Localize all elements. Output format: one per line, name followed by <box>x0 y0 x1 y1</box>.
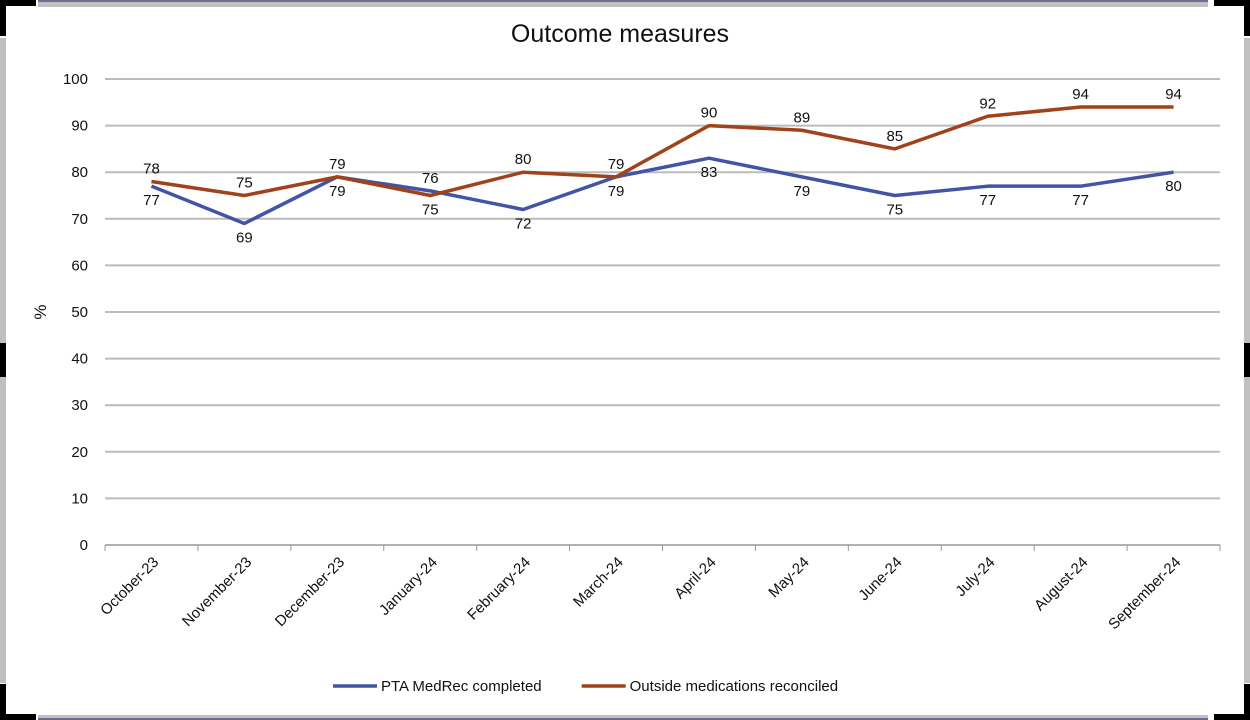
data-label: 79 <box>608 156 625 173</box>
data-label: 79 <box>608 183 625 200</box>
x-tick-label: August-24 <box>1031 554 1091 614</box>
x-tick-label: January-24 <box>376 554 441 619</box>
y-tick-label: 80 <box>71 164 88 181</box>
x-tick-label: October-23 <box>97 554 162 619</box>
data-label: 77 <box>1072 192 1089 209</box>
data-label: 94 <box>1072 86 1089 103</box>
data-label: 80 <box>1165 178 1182 195</box>
x-tick-label: September-24 <box>1105 554 1184 633</box>
data-label: 75 <box>886 202 903 219</box>
x-tick-label: June-24 <box>855 554 905 604</box>
resize-handle-top-right[interactable] <box>1214 0 1250 36</box>
legend-label-2: Outside medications reconciled <box>630 678 838 695</box>
data-label: 77 <box>143 192 160 209</box>
y-axis-label: % <box>31 304 50 319</box>
x-tick-label: February-24 <box>464 554 534 624</box>
frame-top <box>38 0 1208 7</box>
data-label: 72 <box>515 215 532 232</box>
y-tick-label: 40 <box>71 351 88 368</box>
x-tick-label: May-24 <box>765 554 812 601</box>
data-label: 78 <box>143 161 160 178</box>
y-tick-label: 60 <box>71 257 88 274</box>
series-line-2 <box>151 105 1174 198</box>
resize-handle-left[interactable] <box>0 343 6 377</box>
y-tick-label: 30 <box>71 397 88 414</box>
y-tick-label: 0 <box>80 537 88 554</box>
y-tick-label: 10 <box>71 490 88 507</box>
data-label: 69 <box>236 229 253 246</box>
data-label: 79 <box>794 183 811 200</box>
resize-handle-bottom-left[interactable] <box>0 684 36 720</box>
x-tick-label: December-23 <box>272 554 348 630</box>
data-label: 79 <box>329 156 346 173</box>
y-tick-label: 70 <box>71 211 88 228</box>
x-tick-label: July-24 <box>952 554 998 600</box>
y-tick-label: 100 <box>63 71 88 88</box>
series-line-1 <box>150 156 1174 226</box>
data-label: 80 <box>515 151 532 168</box>
y-tick-label: 20 <box>71 444 88 461</box>
data-label: 79 <box>329 183 346 200</box>
data-label: 83 <box>701 164 718 181</box>
chart-title: Outcome measures <box>511 20 729 48</box>
x-tick-label: April-24 <box>671 554 720 603</box>
resize-handle-top-left[interactable] <box>0 0 36 36</box>
frame-bottom <box>38 715 1208 720</box>
x-tick-label: November-23 <box>179 554 255 630</box>
y-tick-label: 90 <box>71 118 88 135</box>
legend-label-1: PTA MedRec completed <box>381 678 542 695</box>
data-label: 89 <box>794 109 811 126</box>
data-label: 94 <box>1165 86 1182 103</box>
data-label: 76 <box>422 170 439 187</box>
y-tick-label: 50 <box>71 304 88 321</box>
data-label: 92 <box>979 95 996 112</box>
data-label: 75 <box>236 175 253 192</box>
data-label: 75 <box>422 202 439 219</box>
x-tick-label: March-24 <box>570 554 627 611</box>
data-label: 90 <box>701 105 718 122</box>
resize-handle-bottom-right[interactable] <box>1214 684 1250 720</box>
data-label: 85 <box>886 128 903 145</box>
data-label: 77 <box>979 192 996 209</box>
resize-handle-right[interactable] <box>1244 343 1250 377</box>
